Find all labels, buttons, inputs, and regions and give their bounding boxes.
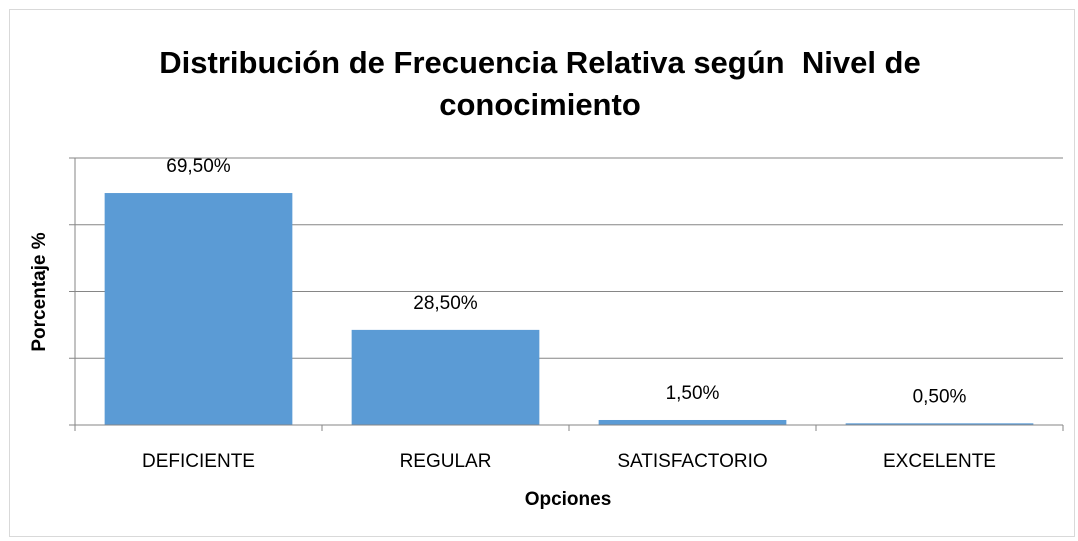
x-tick-label: SATISFACTORIO [617,451,767,472]
x-axis-title: Opciones [525,489,612,510]
data-label: 1,50% [666,383,720,404]
bar [351,329,540,425]
chart-title: Distribución de Frecuencia Relativa segú… [159,45,930,122]
y-axis-title: Porcentaje % [29,232,50,351]
x-tick-label: DEFICIENTE [142,451,255,472]
bar [845,423,1034,425]
data-label: 28,50% [413,293,478,314]
chart-frame [9,9,1075,537]
data-label: 0,50% [913,386,967,407]
x-tick-label: EXCELENTE [883,451,996,472]
data-label: 69,50% [166,156,231,177]
bar [104,193,293,425]
bar [598,419,787,425]
x-tick-label: REGULAR [400,451,492,472]
